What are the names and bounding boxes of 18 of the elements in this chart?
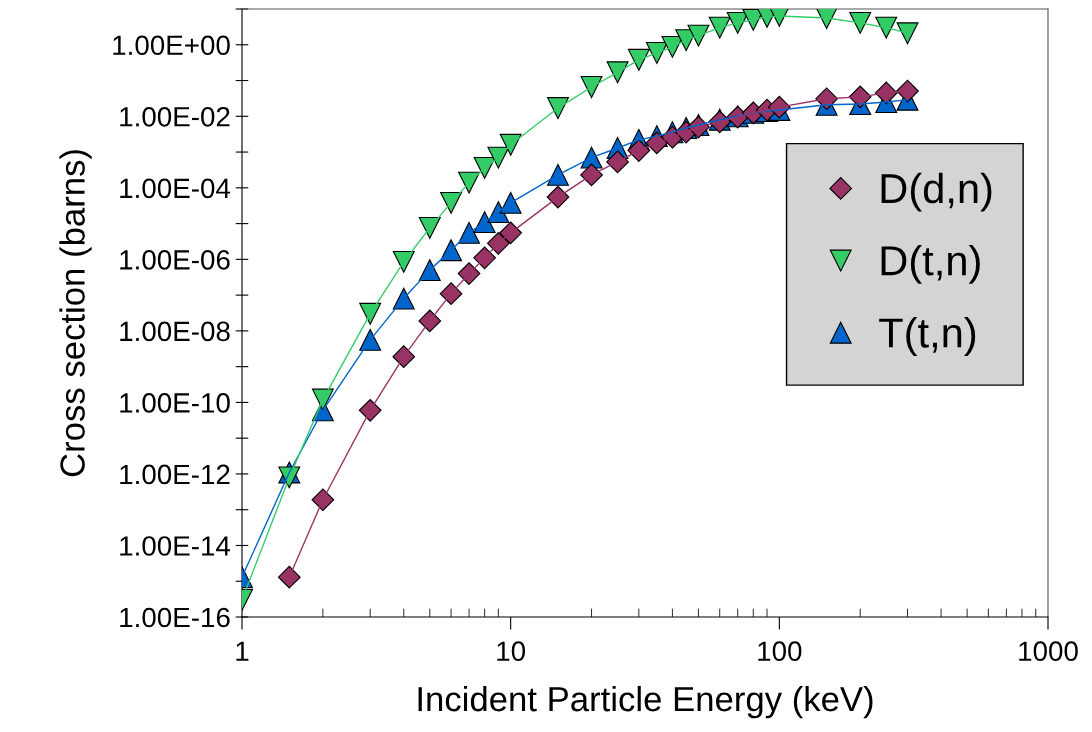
y-tick-label: 1.00E-04 [120, 178, 231, 199]
x-tick-label: 100 [758, 641, 802, 662]
y-tick-label: 1.00E-10 [120, 393, 230, 413]
y-tick-label: 1.00E-14 [120, 536, 231, 556]
y-tick-label: 1.00E-16 [120, 607, 230, 628]
x-tick-label: 1000 [1019, 641, 1078, 662]
legend-label: D(t,n) [881, 244, 980, 284]
y-tick-label: 1.00E-08 [120, 321, 230, 342]
y-tick-label: 1.00E-12 [120, 464, 230, 485]
y-tick-label: 1.00E+00 [113, 35, 230, 56]
x-tick-label: 10 [497, 641, 526, 662]
y-axis-title: Cross section (barns) [59, 150, 92, 477]
x-axis-title: Incident Particle Energy (keV) [418, 685, 873, 719]
y-tick-label: 1.00E-06 [120, 250, 230, 270]
y-tick-label: 1.00E-02 [120, 106, 230, 127]
legend-label: T(t,n) [879, 317, 976, 356]
legend-label: D(d,n) [881, 172, 992, 212]
x-tick-label: 1 [236, 641, 249, 661]
